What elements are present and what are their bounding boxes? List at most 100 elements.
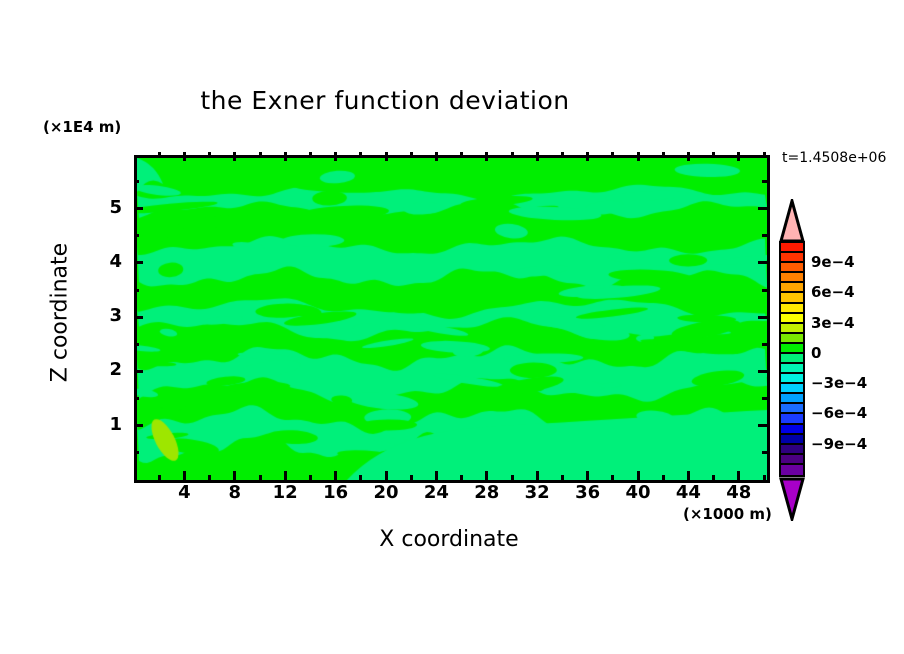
colorbar-tick-label: 6e−4 [811,283,855,302]
y-tick-mark [762,234,767,238]
x-tick-label: 4 [178,482,191,503]
colorbar-band [781,283,803,294]
x-tick-mark [434,471,438,480]
x-tick-label: 40 [625,482,651,503]
x-tick-mark [485,152,489,161]
x-tick-mark [409,475,413,480]
x-tick-label: 48 [726,482,752,503]
y-tick-mark [134,180,139,184]
x-tick-mark [182,152,186,161]
x-tick-mark [586,152,590,161]
x-tick-mark [283,471,287,480]
x-axis-label: X coordinate [379,527,519,552]
y-tick-mark [134,396,139,400]
colorbar-band [781,323,803,334]
colorbar-band [781,343,803,354]
x-tick-mark [208,152,212,157]
x-tick-mark [510,475,514,480]
x-tick-mark [510,152,514,157]
colorbar-over-arrow [779,199,805,243]
x-tick-mark [661,152,665,157]
colorbar-band [781,424,803,435]
x-tick-mark [157,152,161,157]
colorbar-tick-label: −9e−4 [811,434,868,453]
y-tick-mark [762,180,767,184]
y-tick-mark [134,369,143,373]
x-tick-mark [258,152,262,157]
x-tick-mark [636,471,640,480]
colorbar-band [781,444,803,455]
colorbar-band [781,353,803,365]
y-axis-unit-label: (×1E4 m) [43,118,122,136]
x-tick-mark [258,475,262,480]
y-tick-mark [758,369,767,373]
y-tick-label: 1 [109,413,122,435]
x-tick-mark [308,152,312,157]
x-tick-label: 24 [423,482,449,503]
x-tick-mark [384,471,388,480]
colorbar-band [781,303,803,314]
x-tick-mark [409,152,413,157]
y-tick-label: 5 [109,196,122,218]
y-tick-mark [134,424,143,427]
x-tick-mark [434,152,438,161]
y-tick-mark [762,451,767,455]
y-tick-label: 2 [109,359,122,381]
colorbar-band [781,374,803,385]
y-tick-mark [134,207,143,211]
colorbar-band [781,384,803,395]
colorbar-band [781,313,803,324]
colorbar-bands [779,241,805,477]
x-tick-mark [560,152,564,157]
y-tick-mark [758,207,767,211]
y-tick-mark [134,315,143,319]
x-tick-mark [359,152,363,157]
x-tick-mark [611,475,615,480]
x-tick-mark [157,475,161,480]
colorbar-band [781,464,803,475]
colorbar-tick-label: 3e−4 [811,313,855,332]
x-tick-mark [611,152,615,157]
contour-field-canvas [137,158,767,480]
y-tick-mark [762,342,767,346]
y-tick-mark [134,234,139,238]
y-tick-mark [134,288,139,292]
colorbar-tick-label: 0 [811,343,822,362]
colorbar-under-arrow [779,477,805,521]
x-tick-mark [560,475,564,480]
x-tick-mark [636,152,640,161]
x-tick-label: 16 [323,482,349,503]
colorbar-band [781,394,803,405]
x-tick-label: 36 [575,482,601,503]
y-tick-mark [758,424,767,427]
x-tick-label: 12 [272,482,298,503]
colorbar: 9e−4 6e−4 3e−4 0 −3e−4 −6e−4 −9e−4 [779,199,867,521]
x-tick-mark [686,471,690,480]
x-axis-unit-label: (×1000 m) [683,505,772,523]
x-tick-mark [233,471,237,480]
colorbar-band [781,293,803,304]
colorbar-band [781,273,803,284]
contour-plot-area [134,155,770,483]
x-tick-mark [686,152,690,161]
x-tick-mark [334,471,338,480]
colorbar-band [781,454,803,465]
colorbar-band [781,253,803,264]
y-tick-mark [762,288,767,292]
x-tick-label: 20 [373,482,399,503]
x-tick-mark [737,152,741,161]
y-tick-mark [762,396,767,400]
x-tick-mark [485,471,489,480]
y-tick-mark [758,315,767,319]
y-tick-mark [758,261,767,265]
x-tick-mark [460,475,464,480]
x-tick-mark [586,471,590,480]
x-tick-mark [208,475,212,480]
x-tick-label: 44 [675,482,701,503]
colorbar-band [781,434,803,445]
x-tick-mark [460,152,464,157]
y-axis-label: Z coordinate [47,242,73,383]
colorbar-tick-label: −6e−4 [811,404,868,423]
colorbar-band [781,333,803,344]
x-tick-mark [535,471,539,480]
